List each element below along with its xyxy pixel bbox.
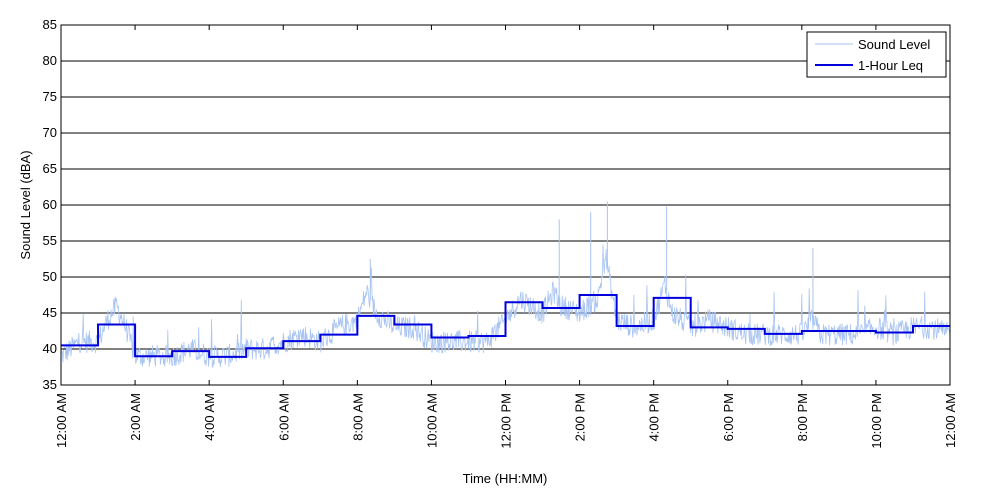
leq-series xyxy=(61,294,950,358)
x-tick-label: 8:00 PM xyxy=(795,393,810,441)
x-tick-label: 12:00 AM xyxy=(54,393,69,448)
x-axis-label: Time (HH:MM) xyxy=(463,471,548,486)
x-tick-label: 4:00 PM xyxy=(647,393,662,441)
y-tick-label: 70 xyxy=(43,125,57,140)
x-tick-label: 2:00 AM xyxy=(128,393,143,441)
leq-step-line xyxy=(61,294,950,358)
y-tick-label: 65 xyxy=(43,161,57,176)
x-tick-label: 2:00 PM xyxy=(573,393,588,441)
x-tick-label: 6:00 AM xyxy=(276,393,291,441)
x-tick-label: 10:00 AM xyxy=(424,393,439,448)
legend-label-sound-level: Sound Level xyxy=(858,37,930,52)
y-axis-label: Sound Level (dBA) xyxy=(18,150,33,259)
y-tick-label: 60 xyxy=(43,197,57,212)
y-tick-label: 75 xyxy=(43,89,57,104)
y-tick-label: 55 xyxy=(43,233,57,248)
x-axis-ticks: 12:00 AM 2:00 AM 4:00 AM 6:00 AM 8:00 AM 10:0… xyxy=(54,25,958,449)
x-tick-label: 12:00 AM xyxy=(943,393,958,448)
y-tick-label: 80 xyxy=(43,53,57,68)
y-tick-label: 45 xyxy=(43,305,57,320)
legend-label-leq: 1-Hour Leq xyxy=(858,58,923,73)
legend: Sound Level 1-Hour Leq xyxy=(806,31,947,78)
y-tick-label: 40 xyxy=(43,341,57,356)
x-tick-label: 10:00 PM xyxy=(869,393,884,449)
x-tick-label: 8:00 AM xyxy=(350,393,365,441)
y-tick-label: 50 xyxy=(43,269,57,284)
y-tick-label: 85 xyxy=(43,17,57,32)
legend-box xyxy=(806,31,947,78)
y-tick-label: 35 xyxy=(43,377,57,392)
x-tick-label: 6:00 PM xyxy=(721,393,736,441)
x-tick-label: 12:00 PM xyxy=(499,393,514,449)
y-axis-ticks: 35 40 45 50 55 60 65 70 75 80 85 xyxy=(43,17,950,392)
x-tick-label: 4:00 AM xyxy=(202,393,217,441)
